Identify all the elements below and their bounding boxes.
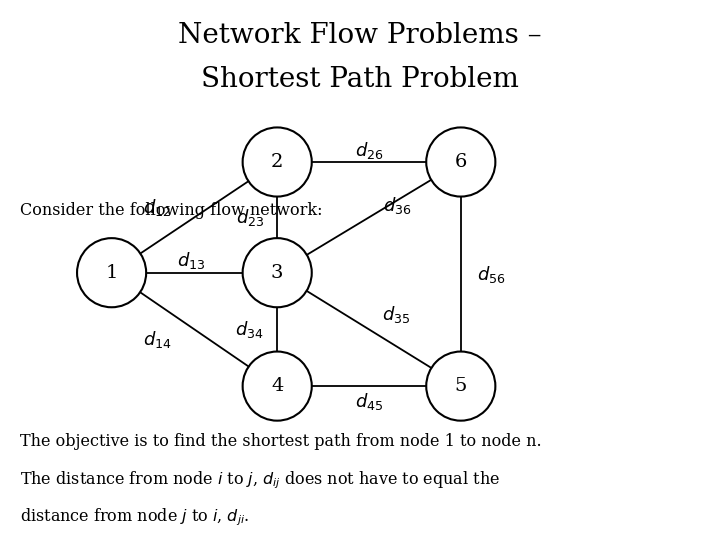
Text: Shortest Path Problem: Shortest Path Problem	[201, 66, 519, 93]
Text: $d_{14}$: $d_{14}$	[143, 329, 171, 349]
Text: Network Flow Problems –: Network Flow Problems –	[178, 22, 542, 49]
Text: $d_{34}$: $d_{34}$	[235, 319, 264, 340]
Text: Consider the following flow network:: Consider the following flow network:	[20, 202, 323, 219]
Text: $d_{12}$: $d_{12}$	[143, 197, 171, 218]
Text: 4: 4	[271, 377, 284, 395]
Text: $d_{26}$: $d_{26}$	[355, 140, 383, 160]
Ellipse shape	[426, 127, 495, 197]
Text: 3: 3	[271, 264, 284, 282]
Text: $d_{36}$: $d_{36}$	[384, 195, 412, 216]
Text: The objective is to find the shortest path from node 1 to node n.: The objective is to find the shortest pa…	[20, 433, 541, 450]
Text: 2: 2	[271, 153, 284, 171]
Text: $d_{56}$: $d_{56}$	[477, 264, 505, 285]
Text: 6: 6	[454, 153, 467, 171]
Text: $d_{23}$: $d_{23}$	[235, 207, 264, 228]
Text: $d_{35}$: $d_{35}$	[382, 304, 410, 325]
Ellipse shape	[243, 238, 312, 307]
Text: The distance from node $i$ to $j$, $d_{ij}$ does not have to equal the: The distance from node $i$ to $j$, $d_{i…	[20, 470, 500, 491]
Text: distance from node $j$ to $i$, $d_{ji}$.: distance from node $j$ to $i$, $d_{ji}$.	[20, 507, 249, 528]
Ellipse shape	[77, 238, 146, 307]
Text: 5: 5	[454, 377, 467, 395]
Text: 1: 1	[105, 264, 118, 282]
Ellipse shape	[243, 127, 312, 197]
Text: $d_{45}$: $d_{45}$	[355, 391, 383, 411]
Ellipse shape	[243, 352, 312, 421]
Text: $d_{13}$: $d_{13}$	[176, 251, 205, 271]
Ellipse shape	[426, 352, 495, 421]
